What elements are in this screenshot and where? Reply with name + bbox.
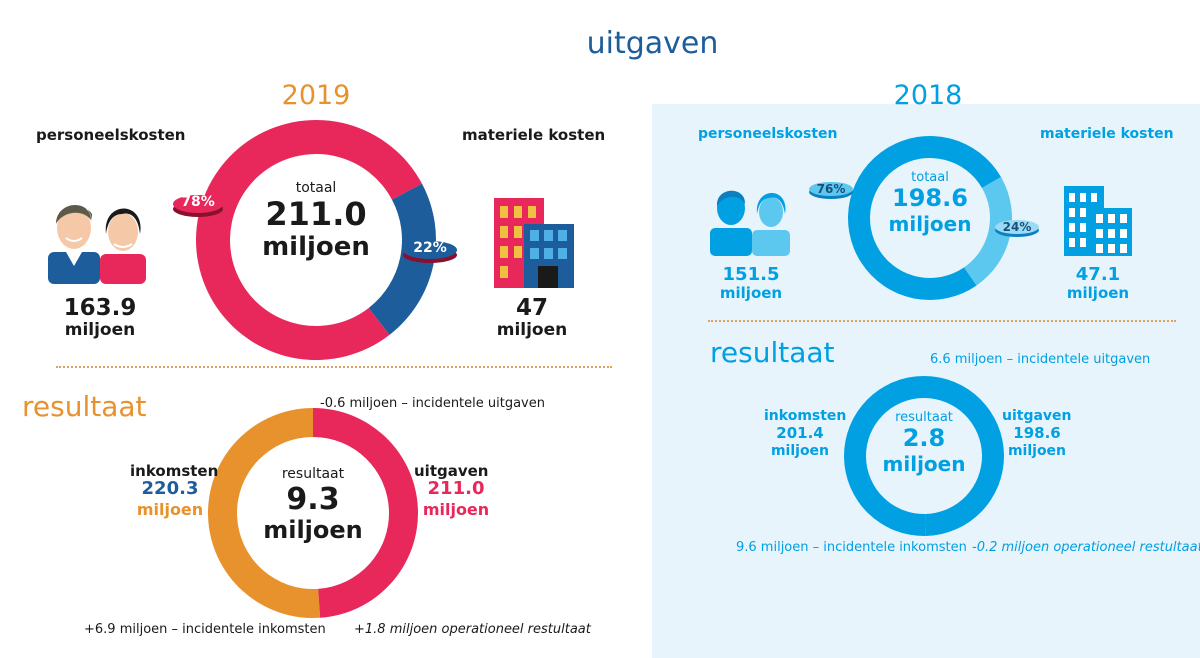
- personnel-pct-2019: 78%: [181, 194, 215, 210]
- material-unit-2019: miljoen: [496, 320, 568, 340]
- building-icon-2018: [1064, 186, 1132, 256]
- people-icon: [48, 204, 146, 284]
- personnel-amount-2019: 163.9: [63, 295, 137, 321]
- donut-segment-material-2018: [964, 177, 1012, 286]
- percentage-tag-material-2018: [995, 220, 1039, 237]
- income-label-2019: inkomsten: [130, 462, 219, 480]
- result-donut-2018: [843, 376, 1004, 536]
- result-amount-2019: 9.3: [286, 482, 340, 517]
- people-icon-2018: [710, 190, 790, 256]
- total-unit-2019: miljoen: [262, 232, 370, 262]
- resultaat-title-2019: resultaat: [22, 390, 147, 423]
- page-title: uitgaven: [586, 26, 719, 61]
- year-2019-label: 2019: [281, 80, 351, 111]
- donut-segment-expenses-2019: [313, 408, 418, 618]
- result-label-2018: resultaat: [895, 410, 953, 425]
- total-label-2019: totaal: [295, 180, 337, 196]
- divider-2019: [56, 366, 612, 368]
- personnel-pct-2018: 76%: [816, 182, 846, 196]
- personnel-unit-2019: miljoen: [64, 320, 136, 340]
- result-amount-2018: 2.8: [902, 424, 946, 452]
- expenses-amount-2019: 211.0: [427, 478, 485, 499]
- total-label-2018: totaal: [911, 170, 949, 185]
- income-unit-2019: miljoen: [136, 500, 204, 519]
- material-amount-2018: 47.1: [1075, 264, 1121, 285]
- expenses-unit-2019: miljoen: [422, 500, 490, 519]
- percentage-tag-personnel-2019: [173, 195, 223, 217]
- personnel-costs-label-2018: personeelskosten: [698, 126, 838, 142]
- personnel-amount-2018: 151.5: [722, 264, 780, 285]
- donut-segment-personnel-2019: [196, 120, 422, 361]
- note-incidental-expenses-2019: -0.6 miljoen – incidentele uitgaven: [320, 396, 545, 411]
- material-costs-label-2019: materiele kosten: [462, 126, 606, 144]
- result-unit-2018: miljoen: [882, 452, 966, 476]
- material-amount-2019: 47: [515, 295, 548, 321]
- personnel-unit-2018: miljoen: [719, 284, 783, 302]
- income-amount-2019: 220.3: [141, 478, 199, 499]
- expenses-donut-2019: [196, 120, 436, 361]
- personnel-costs-label-2019: personeelskosten: [36, 126, 186, 144]
- expenses-label-2019: uitgaven: [414, 462, 489, 480]
- note-operational-result-2018: -0.2 miljoen operationeel restultaat: [972, 540, 1200, 555]
- divider-2018: [708, 320, 1176, 322]
- note-incidental-income-2019: +6.9 miljoen – incidentele inkomsten: [84, 622, 326, 637]
- donut-segment-expenses-2018: [924, 376, 1004, 536]
- material-unit-2018: miljoen: [1066, 284, 1130, 302]
- material-pct-2019: 22%: [413, 240, 447, 256]
- donut-segment-income-2018: [843, 376, 926, 536]
- note-incidental-expenses-2018: 6.6 miljoen – incidentele uitgaven: [930, 352, 1151, 367]
- expenses-amount-2018: 198.6: [1013, 424, 1061, 442]
- total-amount-2019: 211.0: [265, 195, 367, 233]
- expenses-unit-2018: miljoen: [1007, 443, 1067, 459]
- income-unit-2018: miljoen: [770, 443, 830, 459]
- note-operational-result-2019: +1.8 miljoen operationeel restultaat: [354, 622, 591, 637]
- income-label-2018: inkomsten: [764, 408, 847, 424]
- percentage-tag-material-2019: [403, 241, 457, 263]
- total-unit-2018: miljoen: [888, 212, 972, 236]
- material-pct-2018: 24%: [1002, 220, 1032, 234]
- percentage-tag-personnel-2018: [809, 182, 853, 199]
- result-donut-2019: [207, 408, 418, 618]
- building-icon: [494, 198, 574, 288]
- donut-segment-income-2019: [207, 408, 321, 618]
- year-2018-label: 2018: [893, 80, 963, 111]
- note-incidental-income-2018: 9.6 miljoen – incidentele inkomsten: [736, 540, 967, 555]
- total-amount-2018: 198.6: [892, 184, 968, 212]
- expenses-label-2018: uitgaven: [1002, 408, 1072, 424]
- resultaat-title-2018: resultaat: [710, 336, 835, 369]
- material-costs-label-2018: materiele kosten: [1040, 126, 1174, 142]
- income-amount-2018: 201.4: [776, 424, 824, 442]
- result-label-2019: resultaat: [281, 466, 345, 482]
- result-unit-2019: miljoen: [263, 516, 363, 544]
- expenses-donut-2018: [848, 135, 1012, 300]
- donut-segment-material-2019: [368, 183, 436, 335]
